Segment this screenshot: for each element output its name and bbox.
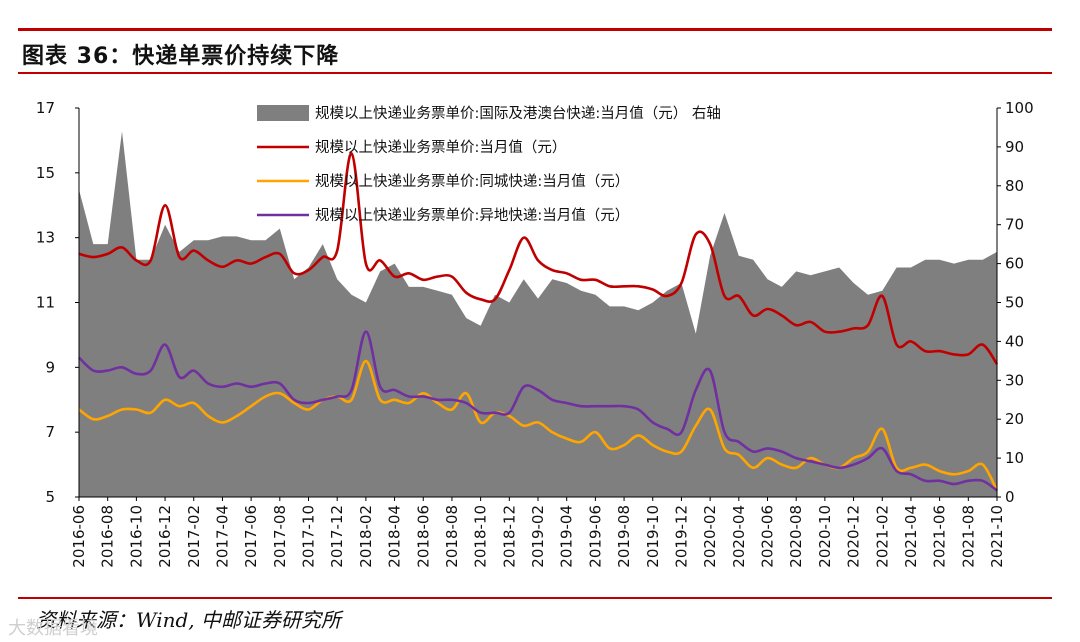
- legend-label: 规模以上快递业务票单价:当月值（元）: [315, 139, 566, 156]
- series-line-same-city: [78, 359, 999, 492]
- x-tick-label: 2021-08: [959, 505, 977, 568]
- legend-label: 规模以上快递业务票单价:国际及港澳台快递:当月值（元） 右轴: [315, 105, 721, 122]
- x-tick-label: 2021-02: [873, 505, 891, 568]
- y2-tick-label: 100: [1005, 99, 1034, 117]
- x-tick-label: 2019-06: [586, 505, 604, 568]
- area-layer: [79, 131, 997, 498]
- header-bottom-rule: [18, 72, 1052, 74]
- legend-label: 规模以上快递业务票单价:同城快递:当月值（元）: [315, 173, 629, 190]
- y2-tick-label: 10: [1005, 449, 1024, 467]
- y2-tick-label: 90: [1005, 138, 1024, 156]
- chart-area: 5 7 9 11 13 15 17 0 10 20 30 40 50 60 70 80 90 100 2016-06…: [36, 99, 1034, 568]
- legend-swatch-area: [257, 105, 309, 121]
- x-tick-label: 2016-06: [70, 505, 88, 568]
- x-tick-label: 2017-06: [242, 505, 260, 568]
- x-tick-label: 2020-06: [759, 505, 777, 568]
- x-tick-label: 2019-08: [615, 505, 633, 568]
- series-line-total: [78, 152, 999, 365]
- x-tick-label: 2018-08: [443, 505, 461, 568]
- x-tick-label: 2020-02: [701, 505, 719, 568]
- y-tick-label: 17: [36, 99, 55, 117]
- header-top-rule: [18, 28, 1052, 31]
- x-tick-label: 2018-04: [386, 505, 404, 568]
- y-tick-label: 9: [45, 358, 55, 376]
- series-line-inter-city: [78, 330, 998, 492]
- x-tick-label: 2016-10: [127, 505, 145, 568]
- y-tick-label: 13: [36, 229, 55, 247]
- axis-layer: 5 7 9 11 13 15 17 0 10 20 30 40 50 60 70 80 90 100 2016-06…: [36, 99, 1034, 568]
- x-tick-label: 2017-10: [300, 505, 318, 568]
- x-tick-label: 2020-10: [816, 505, 834, 568]
- y2-tick-label: 0: [1005, 488, 1015, 506]
- x-tick-label: 2019-04: [558, 505, 576, 568]
- series-area-international: [79, 131, 997, 498]
- x-tick-label: 2020-08: [787, 505, 805, 568]
- y2-tick-label: 40: [1005, 332, 1024, 350]
- x-tick-label: 2016-12: [156, 505, 174, 568]
- x-tick-label: 2021-10: [988, 505, 1006, 568]
- y2-tick-label: 50: [1005, 294, 1024, 312]
- y2-tick-label: 20: [1005, 410, 1024, 428]
- y2-tick-label: 70: [1005, 216, 1024, 234]
- y-tick-label: 5: [45, 488, 55, 506]
- y2-tick-label: 60: [1005, 255, 1024, 273]
- x-tick-label: 2016-08: [99, 505, 117, 568]
- y-tick-label: 11: [36, 294, 55, 312]
- watermark-text: 大数据看境: [8, 618, 98, 639]
- x-tick-label: 2019-10: [644, 505, 662, 568]
- x-tick-label: 2021-06: [931, 505, 949, 568]
- y-tick-label: 7: [45, 423, 55, 441]
- x-tick-label: 2017-02: [185, 505, 203, 568]
- y2-tick-label: 30: [1005, 371, 1024, 389]
- line-layer: [78, 152, 999, 492]
- x-tick-label: 2020-04: [730, 505, 748, 568]
- x-tick-label: 2021-04: [902, 505, 920, 568]
- legend-label: 规模以上快递业务票单价:异地快递:当月值（元）: [315, 207, 629, 224]
- footer-rule: [18, 597, 1052, 599]
- legend: 规模以上快递业务票单价:国际及港澳台快递:当月值（元） 右轴规模以上快递业务票单…: [257, 105, 721, 224]
- x-tick-label: 2019-12: [672, 505, 690, 568]
- x-tick-label: 2018-10: [472, 505, 490, 568]
- y-tick-label: 15: [36, 164, 55, 182]
- y2-tick-label: 80: [1005, 177, 1024, 195]
- x-tick-label: 2018-02: [357, 505, 375, 568]
- x-tick-label: 2018-06: [414, 505, 432, 568]
- x-tick-label: 2017-04: [213, 505, 231, 568]
- page-title: 图表 36：快递单票价持续下降: [22, 44, 340, 69]
- x-tick-label: 2017-12: [328, 505, 346, 568]
- x-tick-label: 2017-08: [271, 505, 289, 568]
- source-note: 资料来源：Wind, 中邮证券研究所: [36, 608, 341, 632]
- x-tick-label: 2020-12: [845, 505, 863, 568]
- x-tick-label: 2018-12: [500, 505, 518, 568]
- x-tick-label: 2019-02: [529, 505, 547, 568]
